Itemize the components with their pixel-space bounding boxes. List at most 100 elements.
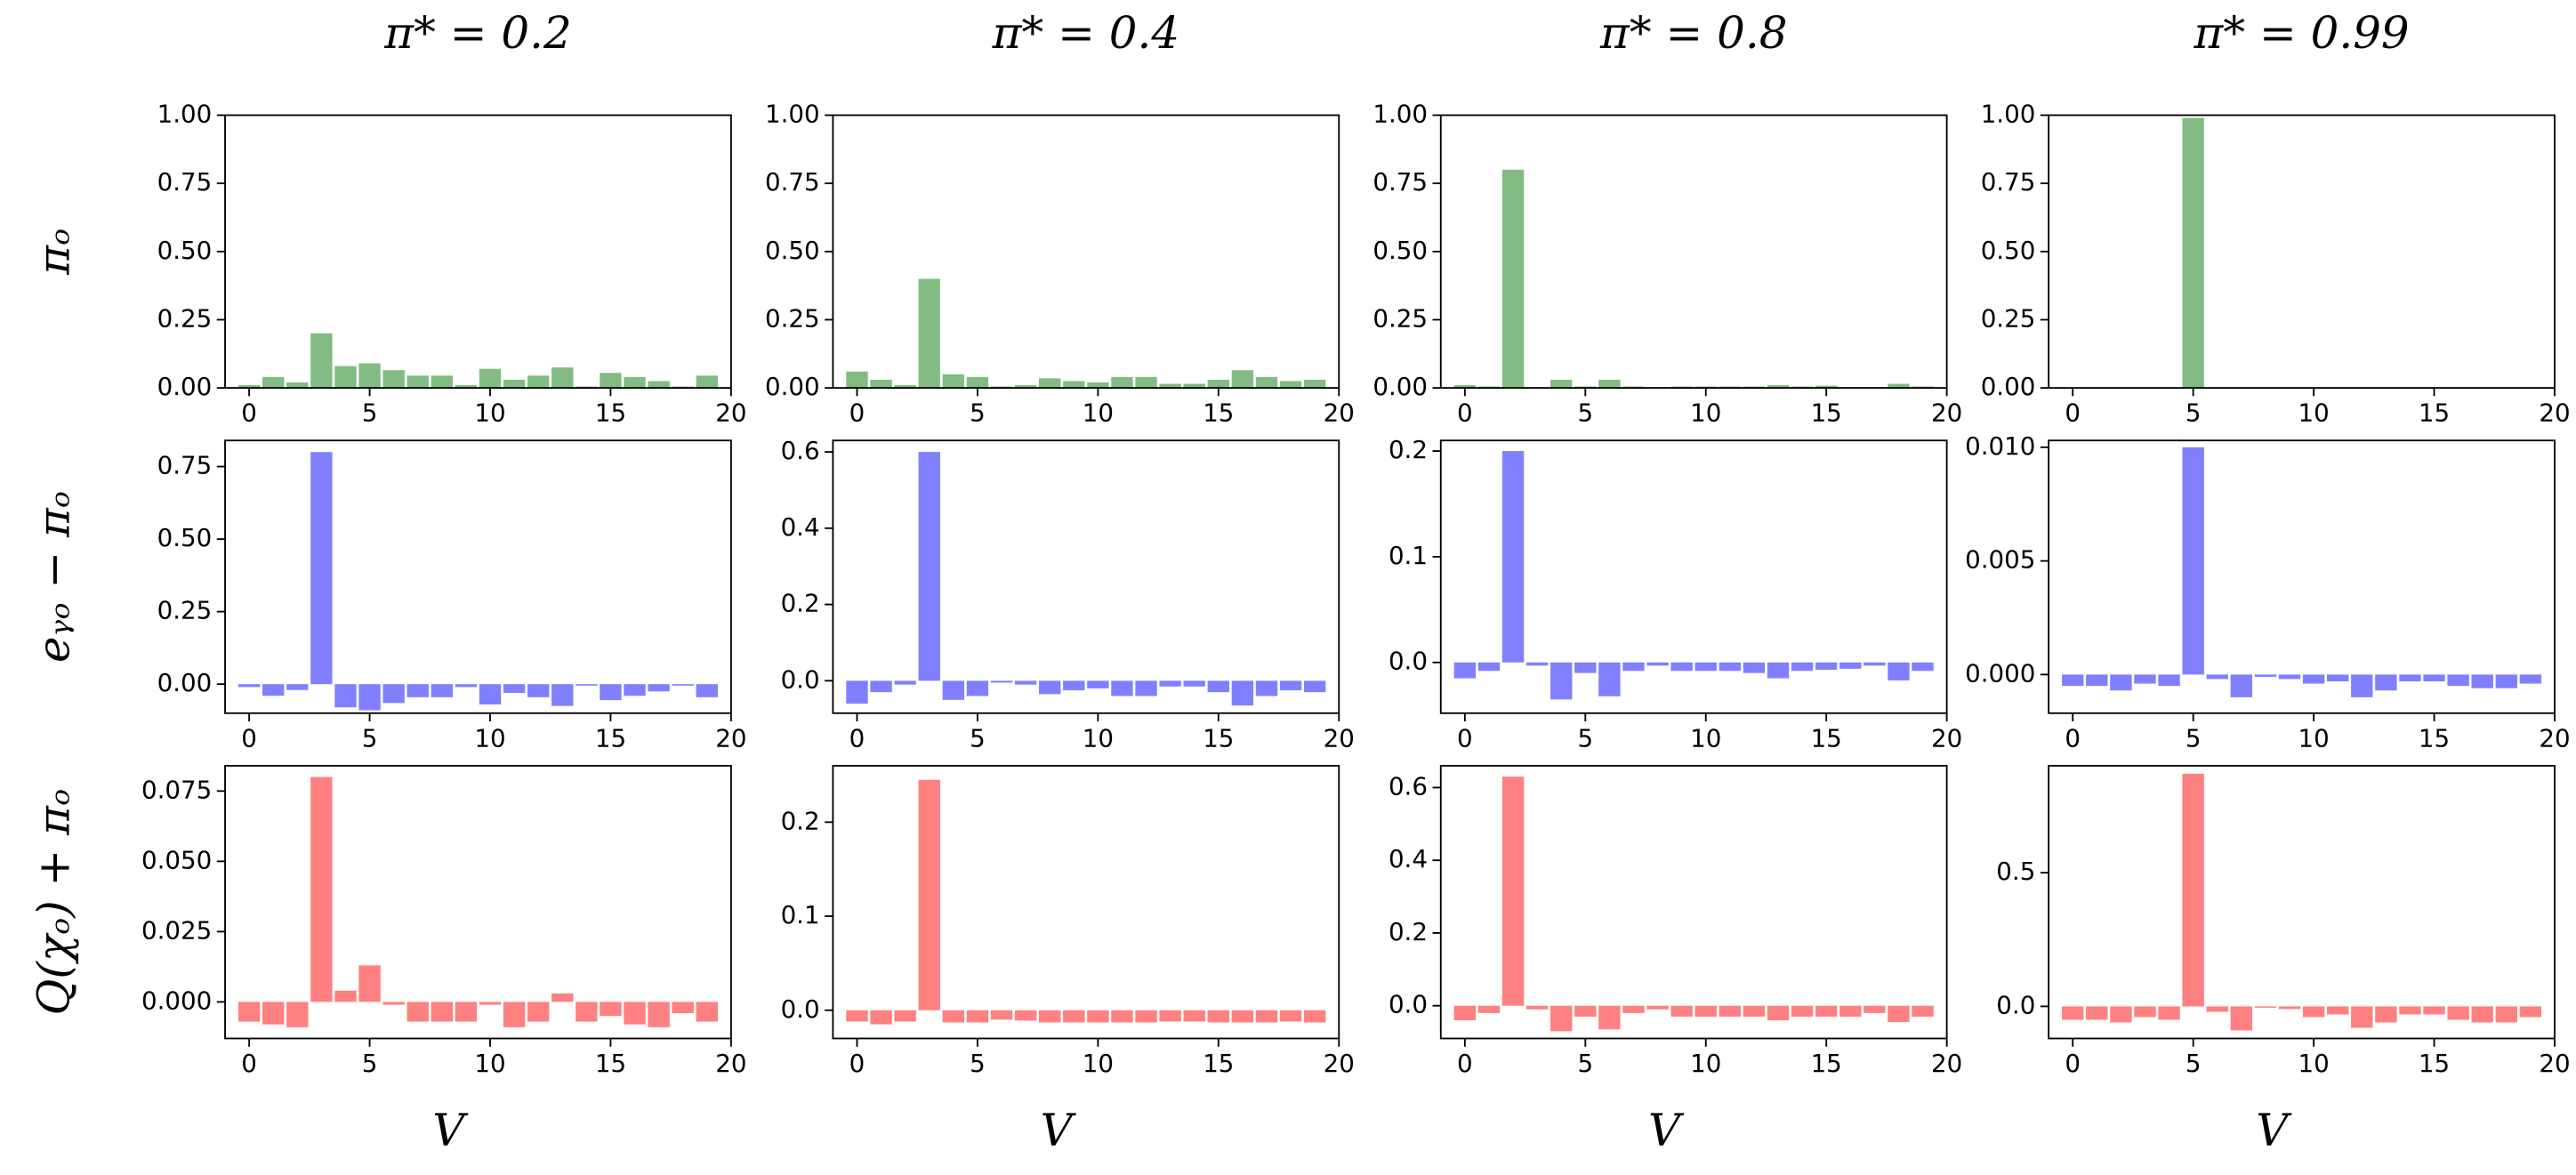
- y-tick-label: 0.50: [1981, 236, 2036, 265]
- bar: [431, 375, 454, 389]
- x-tick-label: 5: [2186, 1049, 2202, 1078]
- y-tick-label: 0.2: [1389, 435, 1428, 464]
- bar: [334, 990, 357, 1002]
- bar: [1501, 169, 1525, 389]
- y-tick-label: 0.25: [1373, 303, 1428, 333]
- x-tick-label: 15: [595, 723, 626, 752]
- x-tick-label: 20: [715, 398, 746, 428]
- x-tick-label: 0: [2065, 1049, 2081, 1078]
- y-tick-label: 0.1: [781, 900, 820, 930]
- x-tick-label: 10: [2298, 398, 2329, 428]
- x-tick-label: 10: [474, 1049, 505, 1078]
- x-tick-label: 5: [2186, 723, 2202, 752]
- bar: [1598, 662, 1621, 696]
- bar: [382, 684, 405, 704]
- y-tick-label: 0.75: [1373, 167, 1428, 197]
- bar: [358, 363, 381, 389]
- bar: [2254, 1006, 2277, 1008]
- bar: [2519, 674, 2542, 684]
- bar: [1719, 662, 1742, 672]
- y-tick-label: 0.0: [1389, 990, 1428, 1019]
- bar: [2206, 674, 2228, 680]
- bar: [1574, 1005, 1597, 1017]
- x-tick-label: 15: [2419, 1049, 2450, 1078]
- x-tick-label: 5: [970, 723, 986, 752]
- bar: [237, 385, 261, 389]
- bar: [2423, 1006, 2445, 1015]
- bar: [2062, 1006, 2084, 1020]
- x-tick-label: 15: [1203, 1049, 1234, 1078]
- x-tick-label: 20: [1931, 398, 1962, 428]
- x-tick-label: 20: [2539, 398, 2570, 428]
- bar: [894, 385, 916, 389]
- y-tick-label: 0.000: [141, 986, 212, 1015]
- bar: [2375, 1006, 2397, 1023]
- x-tick-label: 0: [241, 723, 257, 752]
- bar: [358, 965, 381, 1002]
- bar: [2158, 674, 2180, 687]
- bar: [1767, 662, 1790, 679]
- bar: [1791, 662, 1814, 672]
- bar: [262, 684, 285, 696]
- x-tick-label: 0: [1457, 1049, 1473, 1078]
- bar: [407, 684, 429, 697]
- y-tick-label: 0.00: [1981, 372, 2036, 401]
- bar: [2447, 1006, 2469, 1020]
- bar: [696, 1002, 718, 1022]
- row-label: Q(χₒ) + πₒ: [28, 789, 80, 1016]
- y-tick-label: 0.6: [781, 436, 820, 465]
- bar: [624, 376, 646, 389]
- y-tick-label: 0.1: [1389, 541, 1428, 570]
- bar: [2254, 674, 2277, 677]
- y-tick-label: 1.00: [765, 100, 820, 129]
- bar: [1839, 662, 1862, 669]
- bar: [1087, 1010, 1109, 1023]
- bar: [1550, 1005, 1573, 1032]
- bar: [1087, 382, 1109, 389]
- x-axis-label: V: [432, 1105, 469, 1156]
- bar: [1063, 680, 1085, 691]
- bar: [2351, 674, 2373, 697]
- bar: [455, 1002, 478, 1022]
- y-tick-label: 0.010: [1965, 431, 2035, 461]
- bar: [310, 452, 333, 685]
- bar: [942, 1010, 965, 1023]
- bar: [1864, 1005, 1886, 1013]
- bar: [1888, 383, 1910, 389]
- bar: [870, 379, 892, 389]
- x-tick-label: 15: [1203, 398, 1234, 428]
- y-tick-label: 0.25: [157, 303, 213, 333]
- bar: [1453, 662, 1477, 679]
- bar: [1063, 1010, 1085, 1023]
- bar: [1815, 1005, 1838, 1017]
- bar: [942, 680, 965, 700]
- bar: [846, 680, 868, 704]
- bar: [1255, 376, 1278, 389]
- bar: [1767, 385, 1790, 389]
- y-tick-label: 0.025: [141, 915, 212, 945]
- y-tick-label: 0.50: [765, 236, 820, 265]
- y-tick-label: 0.000: [1965, 658, 2035, 688]
- bar: [1111, 376, 1133, 389]
- bar: [551, 684, 574, 706]
- bar: [2158, 1006, 2180, 1020]
- y-tick-label: 1.00: [1981, 100, 2036, 129]
- bar: [1303, 379, 1326, 389]
- bar: [990, 1010, 1013, 1020]
- bar: [334, 684, 357, 708]
- axes-frame: [1439, 764, 1948, 1040]
- bar: [1279, 381, 1302, 389]
- x-tick-label: 15: [2419, 723, 2450, 752]
- bar: [966, 1010, 989, 1023]
- bar: [1255, 680, 1278, 696]
- bar: [870, 680, 892, 693]
- bar: [1279, 1010, 1302, 1022]
- bar: [2278, 674, 2301, 680]
- bar: [2302, 1006, 2325, 1018]
- x-tick-label: 0: [849, 1049, 865, 1078]
- y-tick-label: 0.75: [765, 167, 820, 197]
- x-axis-label: V: [2256, 1105, 2292, 1156]
- bar: [1670, 1005, 1693, 1017]
- bar: [310, 777, 333, 1002]
- column-title: π* = 0.4: [992, 7, 1179, 59]
